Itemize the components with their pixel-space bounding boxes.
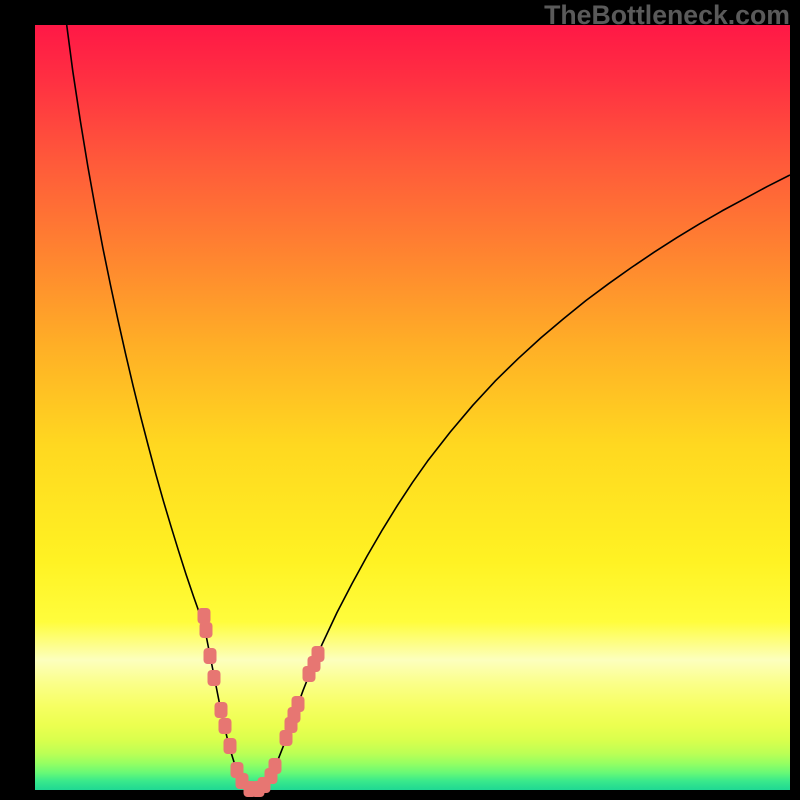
data-marker	[269, 758, 282, 774]
plot-area	[35, 25, 790, 790]
data-marker	[218, 718, 231, 734]
curve-svg	[35, 25, 790, 790]
data-marker	[204, 648, 217, 664]
data-marker	[224, 738, 237, 754]
data-marker	[200, 622, 213, 638]
data-marker	[311, 646, 324, 662]
bottleneck-curve	[67, 25, 790, 790]
data-marker	[208, 670, 221, 686]
figure-root: TheBottleneck.com	[0, 0, 800, 800]
data-marker	[292, 696, 305, 712]
data-marker	[214, 702, 227, 718]
watermark-text: TheBottleneck.com	[544, 0, 790, 31]
